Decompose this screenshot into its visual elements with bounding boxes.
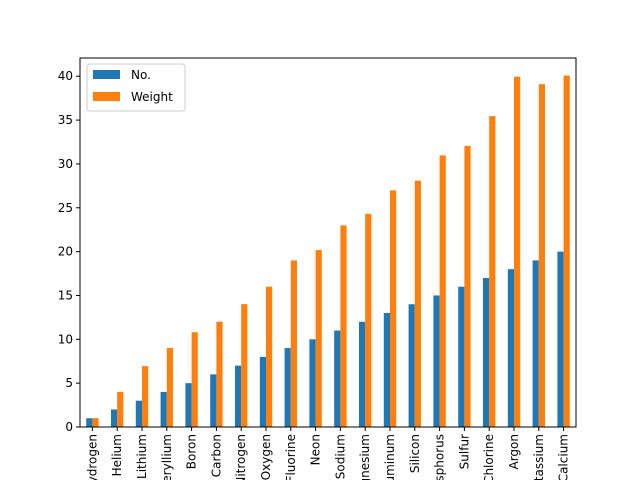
bar-no-sodium — [334, 330, 341, 427]
y-tick-label: 25 — [58, 201, 73, 215]
x-tick-label-oxygen: Oxygen — [259, 434, 273, 480]
bar-no-calcium — [557, 251, 564, 427]
x-tick-label-lithium: Lithium — [135, 434, 149, 479]
bar-no-magnesium — [359, 321, 366, 427]
bar-no-sulfur — [458, 286, 465, 427]
x-tick-label-neon: Neon — [309, 434, 323, 465]
x-tick-label-potassium: Potassium — [532, 434, 546, 480]
bar-no-argon — [507, 269, 514, 427]
bar-no-fluorine — [284, 348, 291, 427]
bar-weight-carbon — [216, 321, 223, 427]
x-tick-label-helium: Helium — [110, 434, 124, 476]
bar-weight-potassium — [538, 84, 545, 427]
bar-weight-phosphorus — [439, 155, 446, 427]
x-tick-label-boron: Boron — [185, 434, 199, 469]
bar-weight-oxygen — [266, 286, 273, 427]
legend-label: Weight — [131, 90, 173, 104]
x-tick-label-calcium: Calcium — [557, 434, 571, 480]
bar-no-neon — [309, 339, 316, 427]
y-tick-label: 20 — [58, 245, 73, 259]
bar-no-chlorine — [483, 277, 490, 427]
x-tick-label-magnesium: Magnesium — [358, 434, 372, 480]
bar-weight-sulfur — [464, 145, 471, 428]
bar-weight-beryllium — [166, 347, 173, 427]
x-tick-label-sodium: Sodium — [333, 434, 347, 479]
bar-no-oxygen — [259, 356, 266, 427]
legend-swatch — [93, 92, 120, 101]
bar-no-helium — [111, 409, 118, 427]
bars-layer — [86, 75, 570, 428]
bar-no-hydrogen — [86, 418, 93, 427]
x-tick-label-silicon: Silicon — [408, 434, 422, 473]
legend: No. Weight — [86, 63, 186, 112]
bar-weight-lithium — [142, 366, 149, 427]
x-tick-label-chlorine: Chlorine — [482, 434, 496, 480]
y-tick-label: 5 — [65, 376, 73, 390]
bar-no-nitrogen — [235, 365, 242, 427]
x-tick-label-sulfur: Sulfur — [457, 434, 471, 469]
y-tick-label: 10 — [58, 332, 73, 346]
bar-no-lithium — [135, 400, 142, 427]
bar-weight-fluorine — [290, 260, 297, 427]
bar-weight-calcium — [563, 75, 570, 428]
y-axis: 0 5 10 15 20 25 30 35 40 — [58, 69, 80, 434]
bar-weight-argon — [514, 76, 521, 428]
bar-no-boron — [185, 383, 192, 427]
bar-no-carbon — [210, 374, 217, 427]
y-tick-label: 30 — [58, 157, 73, 171]
bar-weight-chlorine — [489, 116, 496, 427]
bar-weight-aluminum — [390, 190, 397, 427]
y-tick-label: 40 — [58, 69, 73, 83]
legend-label: No. — [131, 68, 151, 82]
x-tick-label-fluorine: Fluorine — [284, 434, 298, 480]
bar-no-beryllium — [160, 391, 167, 427]
x-tick-label-beryllium: Beryllium — [160, 434, 174, 480]
y-tick-label: 15 — [58, 288, 73, 302]
x-tick-label-aluminum: Aluminum — [383, 434, 397, 480]
bar-no-phosphorus — [433, 295, 440, 427]
axes-frame — [79, 57, 577, 428]
y-tick-label: 0 — [65, 420, 73, 434]
bar-weight-hydrogen — [92, 418, 99, 427]
bar-weight-sodium — [340, 225, 347, 427]
x-tick-label-nitrogen: Nitrogen — [234, 434, 248, 480]
x-tick-label-carbon: Carbon — [209, 434, 223, 477]
bar-weight-helium — [117, 391, 124, 427]
y-tick-label: 35 — [58, 113, 73, 127]
bar-weight-silicon — [414, 180, 421, 427]
bar-weight-boron — [191, 332, 198, 427]
bar-no-silicon — [408, 304, 415, 427]
x-axis: Hydrogen Helium Lithium Beryllium Boron Carbo… — [85, 427, 571, 480]
bar-no-aluminum — [383, 313, 390, 427]
legend-swatch — [93, 70, 120, 79]
bar-weight-magnesium — [365, 213, 372, 427]
x-tick-label-argon: Argon — [507, 434, 521, 470]
bar-no-potassium — [532, 260, 539, 427]
bar-weight-neon — [315, 250, 322, 427]
bar-weight-nitrogen — [241, 304, 248, 427]
x-tick-label-phosphorus: Phosphorus — [433, 434, 447, 480]
x-tick-label-hydrogen: Hydrogen — [85, 434, 99, 480]
